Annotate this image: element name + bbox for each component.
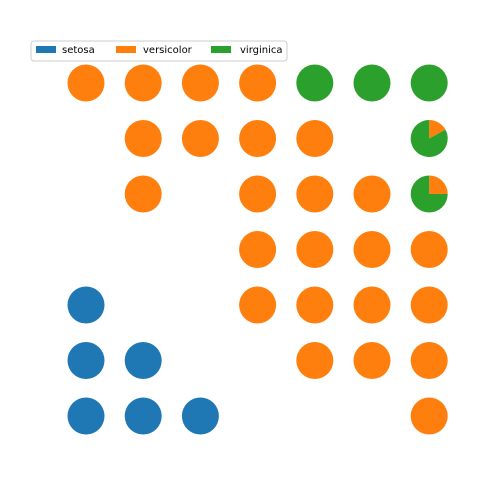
pie-r0-c1 [124, 64, 162, 102]
pie-r0-c2 [181, 64, 219, 102]
pie-slice-versicolor [410, 231, 448, 268]
pie-r3-c4 [296, 231, 334, 268]
pie-slice-virginica [410, 120, 448, 157]
pie-slice-setosa [181, 397, 219, 435]
pie-r3-c3 [239, 231, 277, 268]
pie-slice-versicolor [239, 64, 277, 102]
pie-slice-versicolor [429, 120, 446, 139]
pie-slice-versicolor [124, 175, 162, 213]
pie-r0-c6 [410, 64, 448, 102]
pie-r0-c3 [239, 64, 277, 102]
pie-slice-versicolor [410, 342, 448, 379]
pie-grid [67, 64, 448, 435]
pie-r5-c5 [353, 342, 391, 379]
pie-slice-versicolor [67, 64, 105, 102]
pie-slice-virginica [410, 175, 448, 213]
pie-slice-versicolor [296, 286, 334, 324]
pie-slice-versicolor [296, 120, 334, 157]
pie-slice-versicolor [296, 342, 334, 379]
pie-slice-versicolor [353, 175, 391, 213]
pie-r6-c1 [124, 397, 162, 435]
pie-r5-c0 [67, 342, 105, 379]
pie-r3-c6 [410, 231, 448, 268]
pie-r5-c4 [296, 342, 334, 379]
pie-r4-c5 [353, 286, 391, 324]
pie-r2-c4 [296, 175, 334, 213]
pie-r6-c2 [181, 397, 219, 435]
pie-slice-setosa [124, 397, 162, 435]
legend: setosa versicolor virginica [30, 40, 288, 62]
legend-label-versicolor: versicolor [143, 45, 193, 56]
pie-slice-setosa [67, 286, 105, 324]
pie-slice-versicolor [124, 120, 162, 157]
pie-slice-versicolor [181, 64, 219, 102]
pie-r5-c6 [410, 342, 448, 379]
pie-r4-c3 [239, 286, 277, 324]
legend-swatch-versicolor [116, 46, 136, 53]
pie-slice-versicolor [296, 175, 334, 213]
pie-r6-c0 [67, 397, 105, 435]
pie-slice-virginica [296, 64, 334, 102]
pie-r2-c1 [124, 175, 162, 213]
pie-r1-c4 [296, 120, 334, 157]
pie-slice-versicolor [239, 231, 277, 268]
pie-r5-c1 [124, 342, 162, 379]
legend-swatch-virginica [211, 46, 231, 53]
pie-slice-versicolor [239, 120, 277, 157]
legend-swatch-setosa [36, 46, 56, 53]
pie-r0-c5 [353, 64, 391, 102]
pie-r0-c4 [296, 64, 334, 102]
pie-slice-versicolor [410, 286, 448, 324]
pie-r1-c6 [410, 120, 448, 157]
pie-r1-c2 [181, 120, 219, 157]
pie-slice-versicolor [353, 286, 391, 324]
pie-r1-c3 [239, 120, 277, 157]
pie-slice-versicolor [353, 342, 391, 379]
pie-slice-versicolor [353, 231, 391, 268]
pie-slice-versicolor [296, 231, 334, 268]
pie-r0-c0 [67, 64, 105, 102]
pie-r6-c6 [410, 397, 448, 435]
pie-slice-virginica [410, 64, 448, 102]
pie-slice-versicolor [239, 175, 277, 213]
pie-r1-c1 [124, 120, 162, 157]
pie-slice-setosa [124, 342, 162, 379]
pie-slice-setosa [67, 342, 105, 379]
pie-r2-c6 [410, 175, 448, 213]
legend-label-setosa: setosa [62, 45, 95, 56]
pie-r4-c4 [296, 286, 334, 324]
pie-slice-versicolor [239, 286, 277, 324]
pie-r4-c0 [67, 286, 105, 324]
pie-slice-virginica [353, 64, 391, 102]
pie-slice-versicolor [124, 64, 162, 102]
pie-r3-c5 [353, 231, 391, 268]
pie-slice-setosa [67, 397, 105, 435]
pie-r2-c3 [239, 175, 277, 213]
pie-slice-versicolor [429, 175, 448, 194]
pie-slice-versicolor [181, 120, 219, 157]
pie-slice-versicolor [410, 397, 448, 435]
pie-r4-c6 [410, 286, 448, 324]
legend-label-virginica: virginica [240, 45, 283, 56]
pie-r2-c5 [353, 175, 391, 213]
